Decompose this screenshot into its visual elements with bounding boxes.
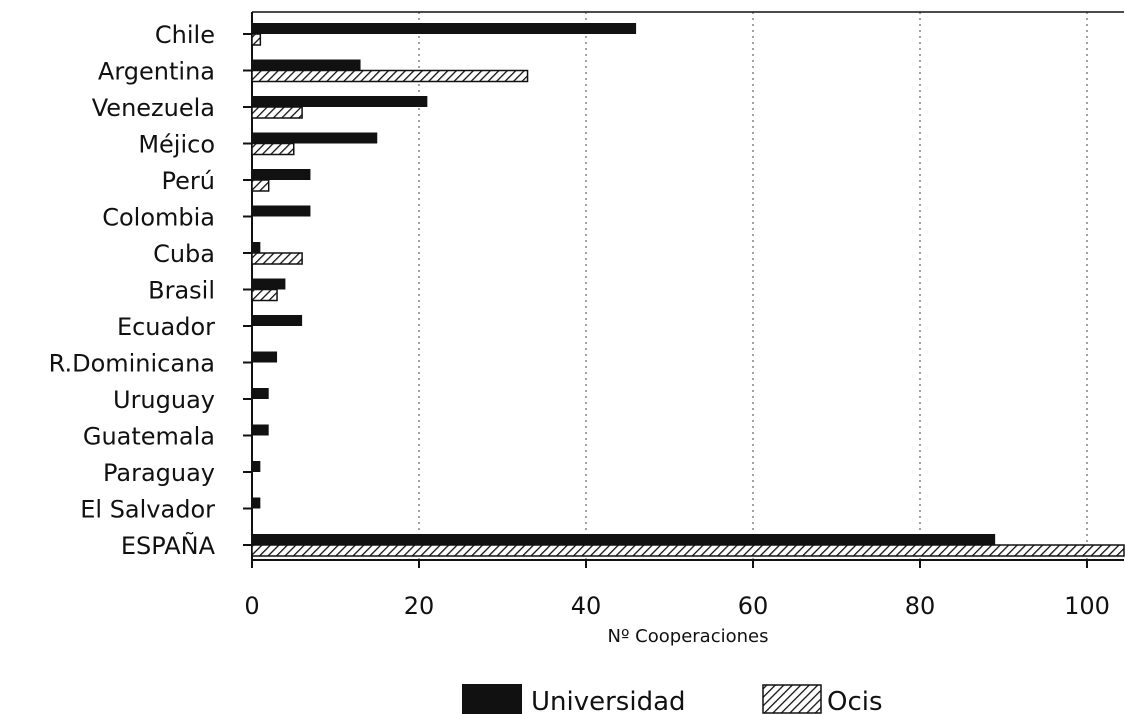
x-tick-label: 0 [244,592,259,620]
bar-universidad-ecuador [252,315,303,326]
x-tick-label: 20 [404,592,435,620]
x-tick-label: 60 [738,592,769,620]
x-tick-label: 100 [1064,592,1110,620]
category-label-chile: Chile [155,21,215,49]
bar-ocis-chile [251,33,262,46]
category-label-el-salvador: El Salvador [80,496,215,524]
x-tick-labels: 0 20 40 60 80 100 [244,592,1110,620]
category-label-mejico: Méjico [138,131,215,159]
category-label-colombia: Colombia [102,204,215,232]
axes [251,11,1124,561]
bar-universidad-argentina [252,59,361,71]
bar-universidad-chile [252,23,637,34]
legend-label-ocis: Ocis [827,687,883,714]
gridlines [243,12,1088,568]
category-label-paraguay: Paraguay [103,459,215,487]
legend: Universidad Ocis [462,684,883,714]
bar-ocis-peru [251,179,270,192]
category-label-uruguay: Uruguay [113,386,215,414]
category-label-espana: ESPAÑA [121,530,216,560]
bar-universidad-venezuela [252,96,428,107]
bar-universidad-mejico [252,132,378,144]
legend-label-universidad: Universidad [531,687,686,714]
bar-universidad-brasil [252,278,286,290]
legend-swatch-ocis [762,684,822,714]
bar-universidad-cuba [252,242,261,253]
bar-ocis-argentina [251,69,529,83]
category-label-argentina: Argentina [98,58,215,86]
bar-ocis-venezuela [251,106,303,119]
bar-universidad-guatemala [252,424,269,436]
legend-swatch-universidad [462,684,522,714]
bar-ocis-espana [251,544,1125,557]
category-label-brasil: Brasil [148,277,215,305]
bar-universidad-el-salvador [252,497,261,509]
category-labels: Chile Argentina Venezuela Méjico Perú Colombi… [49,21,216,560]
x-tick-label: 40 [571,592,602,620]
category-label-guatemala: Guatemala [83,423,215,451]
category-label-peru: Perú [162,167,215,195]
bar-universidad-paraguay [252,461,261,472]
bar-universidad-peru [252,169,311,180]
bar-ocis-brasil [251,288,278,302]
category-label-r-dominicana: R.Dominicana [49,350,215,378]
category-label-ecuador: Ecuador [117,313,215,341]
bar-ocis-mejico [251,142,295,156]
bar-universidad-espana [252,534,996,545]
bar-universidad-r-dominicana [252,351,278,363]
bar-universidad-colombia [252,205,311,217]
x-tick-label: 80 [905,592,936,620]
bars [251,23,1125,557]
x-axis-title: Nº Cooperaciones [608,626,769,647]
bar-ocis-cuba [251,252,303,265]
category-label-venezuela: Venezuela [92,94,215,122]
bar-universidad-uruguay [252,388,269,399]
category-label-cuba: Cuba [153,240,215,268]
